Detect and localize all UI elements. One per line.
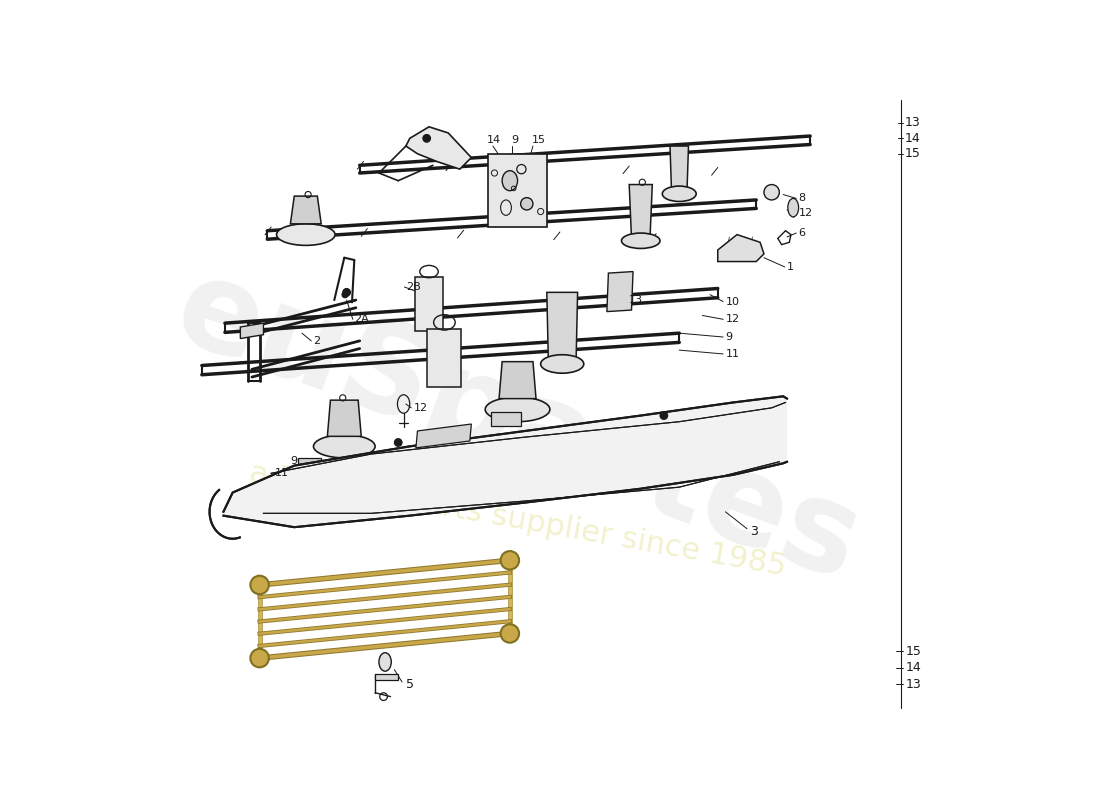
Text: 12: 12	[726, 314, 739, 324]
Ellipse shape	[251, 649, 268, 667]
Polygon shape	[629, 185, 652, 238]
Text: a Porsche parts supplier since 1985: a Porsche parts supplier since 1985	[246, 458, 789, 581]
Text: 12: 12	[799, 208, 813, 218]
Text: 6: 6	[799, 228, 805, 238]
Text: euSpartes: euSpartes	[160, 247, 876, 606]
Text: 13: 13	[629, 295, 644, 305]
Polygon shape	[241, 323, 264, 338]
Polygon shape	[223, 396, 788, 527]
Text: 9: 9	[512, 135, 518, 145]
Text: 14: 14	[486, 135, 500, 145]
Text: 2: 2	[314, 336, 320, 346]
Ellipse shape	[788, 198, 799, 217]
Ellipse shape	[500, 624, 519, 642]
Polygon shape	[547, 292, 578, 362]
Ellipse shape	[314, 435, 375, 458]
Ellipse shape	[394, 438, 403, 446]
Ellipse shape	[378, 653, 392, 671]
Polygon shape	[290, 196, 321, 224]
Ellipse shape	[502, 170, 518, 190]
Text: 2A: 2A	[354, 314, 370, 324]
Ellipse shape	[343, 289, 351, 296]
Text: 13: 13	[905, 678, 922, 690]
Ellipse shape	[252, 578, 267, 593]
Ellipse shape	[251, 576, 268, 594]
Polygon shape	[298, 458, 321, 470]
Text: 2B: 2B	[406, 282, 420, 292]
Text: 14: 14	[905, 661, 922, 674]
Text: 11: 11	[726, 349, 739, 359]
Text: 15: 15	[905, 645, 922, 658]
Text: 1: 1	[788, 262, 794, 272]
Ellipse shape	[422, 134, 430, 142]
Text: 15: 15	[905, 147, 921, 160]
Polygon shape	[499, 362, 536, 398]
Polygon shape	[375, 674, 398, 680]
Ellipse shape	[621, 233, 660, 249]
Text: 9: 9	[290, 456, 297, 466]
Text: 15: 15	[531, 135, 546, 145]
Text: 9: 9	[726, 332, 733, 342]
Text: 5: 5	[406, 678, 414, 690]
Ellipse shape	[485, 397, 550, 422]
Polygon shape	[491, 412, 521, 426]
Text: 10: 10	[726, 297, 739, 306]
Text: 3: 3	[750, 525, 758, 538]
Ellipse shape	[662, 186, 696, 202]
Text: 8: 8	[799, 194, 805, 203]
Polygon shape	[416, 424, 472, 448]
Ellipse shape	[252, 650, 267, 666]
Ellipse shape	[520, 198, 532, 210]
Ellipse shape	[660, 412, 668, 419]
Ellipse shape	[502, 553, 518, 568]
Polygon shape	[607, 271, 634, 312]
Ellipse shape	[763, 185, 779, 200]
Ellipse shape	[342, 291, 348, 298]
Polygon shape	[428, 329, 461, 387]
Text: 14: 14	[905, 132, 921, 145]
Ellipse shape	[276, 224, 336, 246]
Polygon shape	[406, 126, 472, 169]
Polygon shape	[488, 154, 547, 227]
Ellipse shape	[502, 626, 518, 641]
Text: 11: 11	[275, 468, 289, 478]
Text: 12: 12	[414, 403, 428, 413]
Ellipse shape	[500, 551, 519, 570]
Polygon shape	[717, 234, 763, 262]
Polygon shape	[415, 277, 443, 331]
Text: 13: 13	[905, 117, 921, 130]
Ellipse shape	[541, 354, 584, 373]
Polygon shape	[328, 400, 361, 436]
Polygon shape	[670, 146, 689, 192]
